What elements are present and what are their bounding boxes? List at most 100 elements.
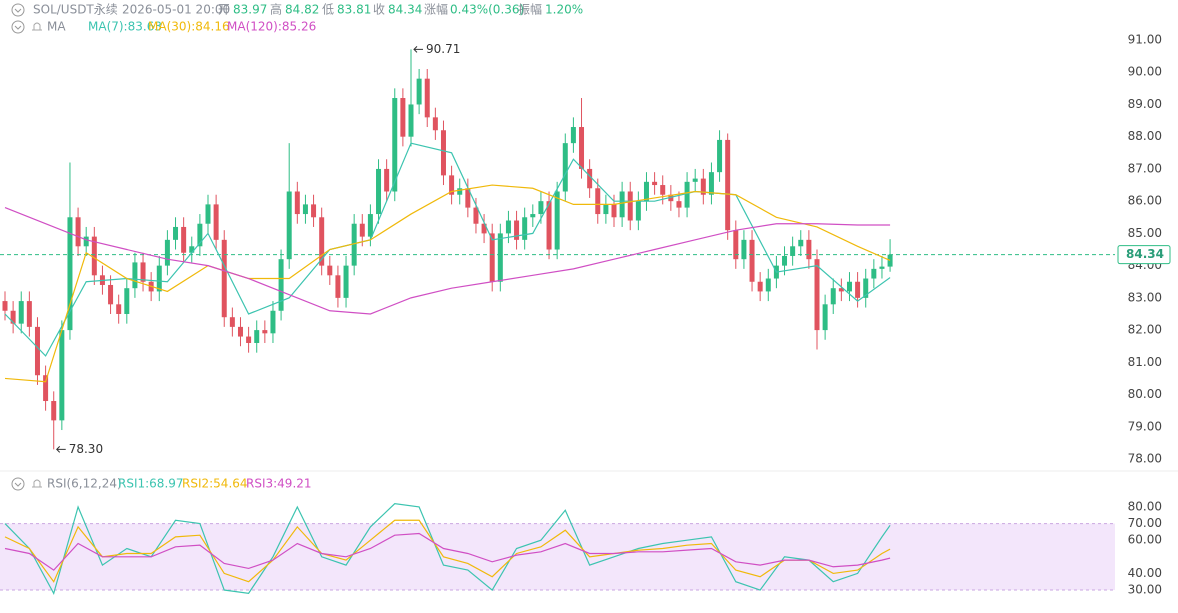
candle-body xyxy=(367,214,373,237)
candle-body xyxy=(286,191,292,260)
collapse-icon[interactable] xyxy=(11,3,25,17)
candle-body xyxy=(814,259,820,331)
ohlc-value: 84.34 xyxy=(388,3,422,17)
candle-body xyxy=(189,246,195,253)
y-tick-label: 82.00 xyxy=(1128,323,1162,337)
y-tick-label: 90.00 xyxy=(1128,65,1162,79)
y-tick-label: 88.00 xyxy=(1128,129,1162,143)
candle-body xyxy=(18,301,24,324)
candle-body xyxy=(733,230,739,260)
candle-body xyxy=(530,214,536,218)
candle-body xyxy=(603,204,609,215)
candle-body xyxy=(384,168,390,192)
candle-body xyxy=(514,220,520,240)
ohlc-value: 1.20% xyxy=(545,3,583,17)
candle-body xyxy=(822,304,828,331)
y-tick-label: 78.00 xyxy=(1128,452,1162,466)
candle-body xyxy=(538,201,544,215)
candle-body xyxy=(75,217,81,247)
ohlc-value: 84.82 xyxy=(285,3,319,17)
candle-body xyxy=(863,278,869,298)
candle-body xyxy=(855,281,861,298)
candle-body xyxy=(708,172,714,195)
y-tick-label: 79.00 xyxy=(1128,419,1162,433)
candle-body xyxy=(327,265,333,276)
candle-body xyxy=(91,236,97,276)
candle-body xyxy=(43,375,49,402)
collapse-icon[interactable] xyxy=(11,20,25,34)
y-tick-label: 60.00 xyxy=(1128,533,1162,547)
last-price-box xyxy=(1117,245,1171,265)
chevron xyxy=(14,482,22,487)
candle-body xyxy=(205,204,211,224)
y-tick-label: 80.00 xyxy=(1128,499,1162,513)
last-price-label: 84.34 xyxy=(1126,247,1164,261)
candle-body xyxy=(173,226,179,240)
candle-body xyxy=(562,143,568,192)
candle-body xyxy=(164,239,170,266)
candle-body xyxy=(132,262,138,289)
candle-body xyxy=(717,139,723,173)
candle-body xyxy=(465,188,471,208)
bell-icon xyxy=(32,479,42,488)
candle-body xyxy=(627,191,633,221)
y-tick-label: 87.00 xyxy=(1128,161,1162,175)
indicator-line xyxy=(4,142,891,357)
candle-body xyxy=(440,130,446,176)
candle-body xyxy=(887,254,893,267)
candle-body xyxy=(254,330,260,343)
legend-entry: RSI3:49.21 xyxy=(246,477,312,491)
candle-body xyxy=(262,330,268,334)
candle-body xyxy=(376,168,382,215)
ohlc-value: 0.43%(0.36) xyxy=(450,3,524,17)
candle-body xyxy=(457,188,463,195)
candle-body xyxy=(343,265,349,298)
candle-body xyxy=(59,330,65,421)
candle-body xyxy=(229,317,235,327)
candle-body xyxy=(554,191,560,250)
candle-body xyxy=(570,127,576,144)
candle-body xyxy=(879,266,885,269)
candle-body xyxy=(351,223,357,266)
chevron xyxy=(14,25,22,30)
y-tick-label: 85.00 xyxy=(1128,226,1162,240)
candle-body xyxy=(692,178,698,182)
candle-body xyxy=(749,239,755,282)
candle-body xyxy=(140,262,146,282)
candle-body xyxy=(522,217,528,240)
candle-body xyxy=(619,191,625,218)
candle-body xyxy=(392,98,398,192)
candle-body xyxy=(51,401,57,421)
legend-entry: RSI1:68.97 xyxy=(118,477,184,491)
ohlc-value: 83.81 xyxy=(337,3,371,17)
candle-body xyxy=(668,194,674,202)
candle-body xyxy=(400,98,406,137)
indicator-line xyxy=(4,519,891,583)
candle-body xyxy=(546,201,552,250)
y-tick-label: 40.00 xyxy=(1128,566,1162,580)
candle-body xyxy=(741,239,747,260)
candle-body xyxy=(278,259,284,311)
candle-body xyxy=(108,284,114,305)
indicator-line xyxy=(4,207,891,315)
symbol: SOL/USDT永续 xyxy=(33,3,118,17)
candle-body xyxy=(270,310,276,334)
annotation-label: 90.71 xyxy=(426,42,460,56)
candle-body xyxy=(497,233,503,282)
y-tick-label: 89.00 xyxy=(1128,97,1162,111)
candle-body xyxy=(83,236,89,247)
candle-body xyxy=(335,275,341,298)
candle-body xyxy=(34,326,40,376)
candle-body xyxy=(660,185,666,195)
candle-body xyxy=(311,204,317,218)
candle-body xyxy=(197,223,203,247)
ohlc-label: 涨幅 xyxy=(424,2,448,17)
candle-body xyxy=(10,310,16,324)
indicator-line xyxy=(4,532,891,571)
y-tick-label: 30.00 xyxy=(1128,583,1162,597)
candle-body xyxy=(489,233,495,282)
candle-body xyxy=(449,175,455,195)
candle-body xyxy=(830,288,836,305)
candle-body xyxy=(481,223,487,234)
collapse-icon[interactable] xyxy=(11,477,25,491)
